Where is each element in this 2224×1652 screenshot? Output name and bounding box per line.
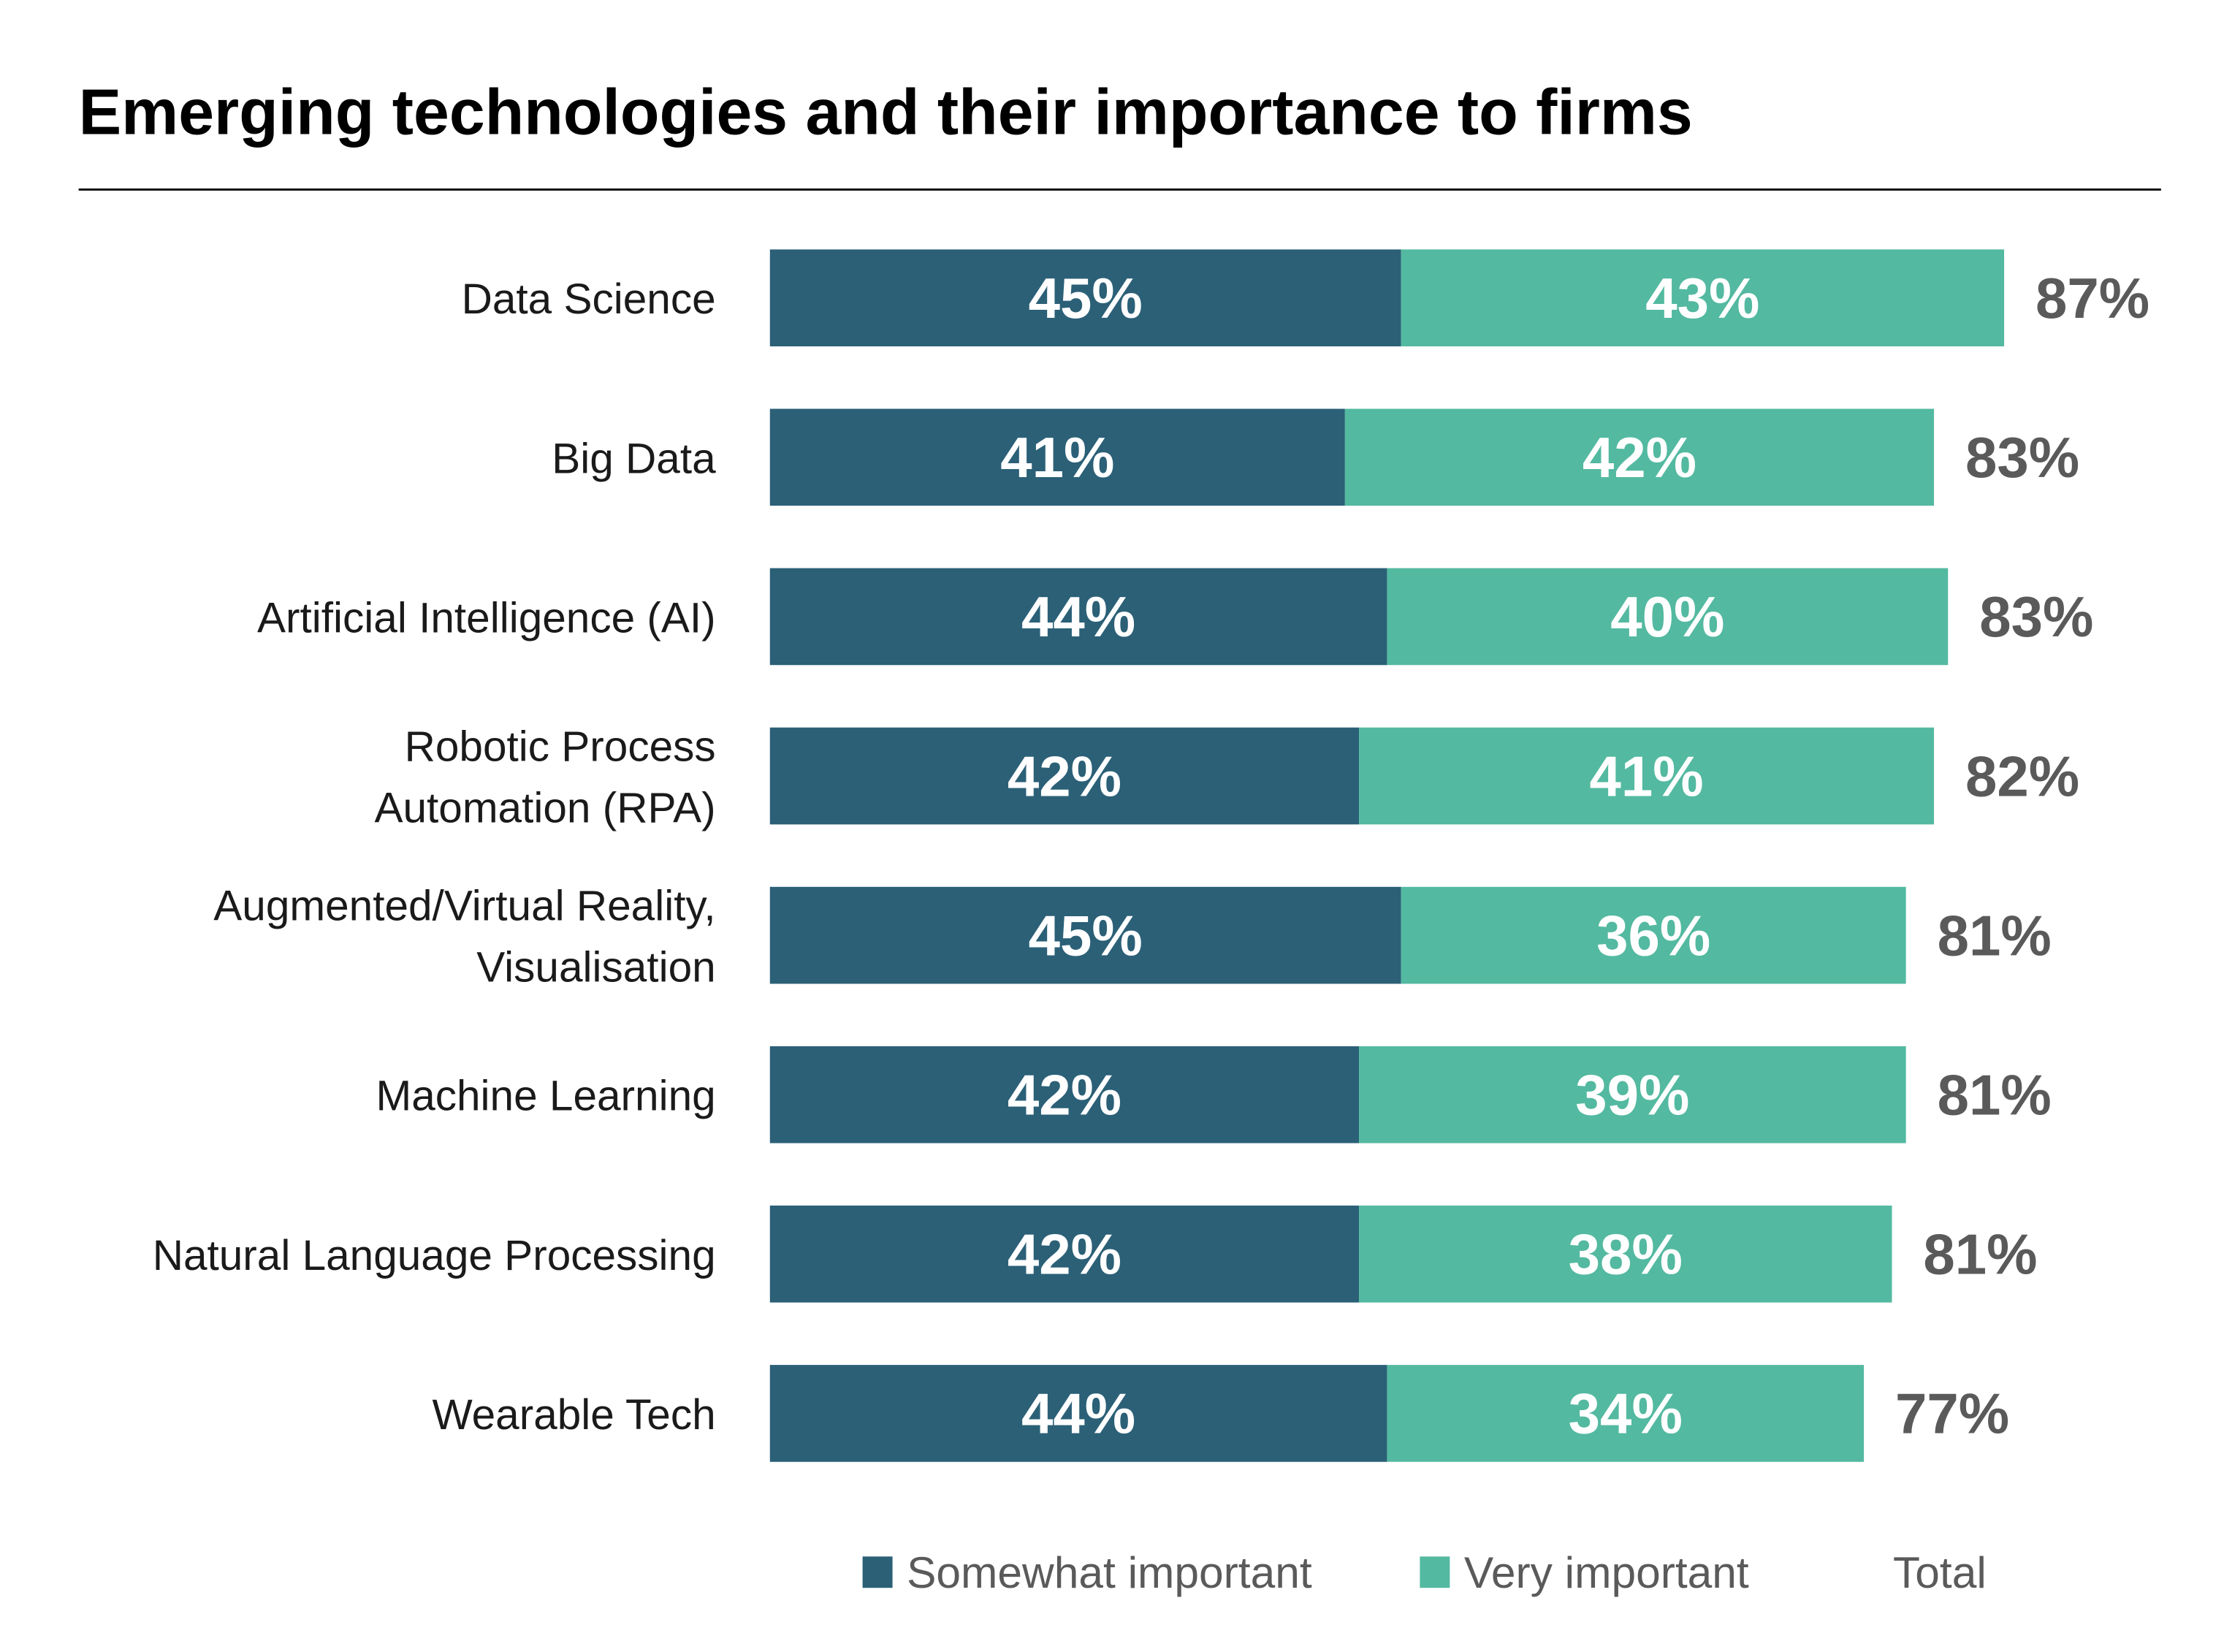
- total-value-label: 81%: [1923, 1222, 2037, 1287]
- bar-value-label: 40%: [1610, 585, 1724, 649]
- bar-value-label: 42%: [1008, 744, 1121, 808]
- bar-somewhat-important: [769, 249, 1401, 347]
- category-label-line: Wearable Tech: [432, 1391, 715, 1439]
- total-value-label: 82%: [1965, 744, 2079, 808]
- bar-value-label: 42%: [1008, 1063, 1121, 1127]
- bar-value-label: 39%: [1575, 1063, 1689, 1127]
- bar-very-important: [1359, 727, 1935, 825]
- bar-value-label: 42%: [1008, 1222, 1121, 1287]
- category-label: Data Science: [462, 275, 716, 323]
- bar-somewhat-important: [769, 886, 1401, 984]
- total-value-label: 81%: [1938, 903, 2052, 967]
- category-label-line: Robotic Process: [405, 723, 716, 771]
- total-value-label: 87%: [2036, 266, 2149, 330]
- legend-label-somewhat: Somewhat important: [907, 1548, 1312, 1597]
- bars-group: Data Science 45% 43% 87% Big Data 41% 42% 83% Ar…: [153, 249, 2149, 1462]
- bar-value-label: 34%: [1569, 1382, 1683, 1446]
- category-label: Wearable Tech: [432, 1391, 715, 1439]
- legend-swatch-somewhat: [862, 1556, 893, 1588]
- bar-somewhat-important: [769, 1046, 1360, 1143]
- bar-very-important: [1359, 1046, 1906, 1143]
- bar-very-important: [1401, 886, 1906, 984]
- bar-very-important: [1387, 1365, 1865, 1462]
- category-label: Artificial Intelligence (AI): [257, 594, 716, 642]
- category-label-line: Artificial Intelligence (AI): [257, 594, 716, 642]
- category-label: Natural Language Processing: [153, 1232, 716, 1279]
- bar-very-important: [1401, 249, 2005, 347]
- category-label-line: Natural Language Processing: [153, 1232, 716, 1279]
- bar-value-label: 44%: [1021, 585, 1135, 649]
- bar-value-label: 43%: [1645, 266, 1759, 330]
- bar-somewhat-important: [769, 1206, 1360, 1303]
- legend-swatch-very: [1420, 1556, 1450, 1588]
- legend: Somewhat important Very important Total: [862, 1548, 1987, 1597]
- bar-value-label: 45%: [1029, 266, 1143, 330]
- bar-value-label: 44%: [1021, 1382, 1135, 1446]
- bar-very-important: [1387, 568, 1949, 666]
- bar-value-label: 41%: [1000, 425, 1114, 490]
- total-value-label: 83%: [1979, 585, 2093, 649]
- legend-label-very: Very important: [1464, 1548, 1749, 1597]
- category-label-line: Machine Learning: [376, 1073, 715, 1120]
- category-label-line: Data Science: [462, 275, 716, 323]
- bar-value-label: 45%: [1029, 903, 1143, 967]
- category-label-line: Visualisation: [476, 944, 715, 991]
- bar-very-important: [1359, 1206, 1892, 1303]
- category-label: Augmented/Virtual Reality, Visualisation: [213, 883, 715, 991]
- bar-value-label: 42%: [1583, 425, 1696, 490]
- bar-somewhat-important: [769, 727, 1360, 825]
- category-label-line: Automation (RPA): [374, 784, 715, 831]
- total-value-label: 77%: [1895, 1382, 2009, 1446]
- legend-label-total: Total: [1893, 1548, 1987, 1597]
- category-label: Machine Learning: [376, 1073, 715, 1120]
- chart-title: Emerging technologies and their importan…: [79, 76, 1693, 148]
- category-label-line: Augmented/Virtual Reality,: [213, 883, 715, 930]
- total-value-label: 81%: [1938, 1063, 2052, 1127]
- bar-very-important: [1344, 408, 1935, 506]
- bar-value-label: 41%: [1589, 744, 1703, 808]
- bar-value-label: 36%: [1596, 903, 1710, 967]
- total-value-label: 83%: [1965, 425, 2079, 490]
- bar-somewhat-important: [769, 1365, 1387, 1462]
- bar-somewhat-important: [769, 568, 1387, 666]
- bar-somewhat-important: [769, 408, 1345, 506]
- category-label: Robotic Process Automation (RPA): [374, 723, 715, 832]
- bar-value-label: 38%: [1569, 1222, 1683, 1287]
- category-label-line: Big Data: [552, 435, 716, 482]
- category-label: Big Data: [552, 435, 716, 482]
